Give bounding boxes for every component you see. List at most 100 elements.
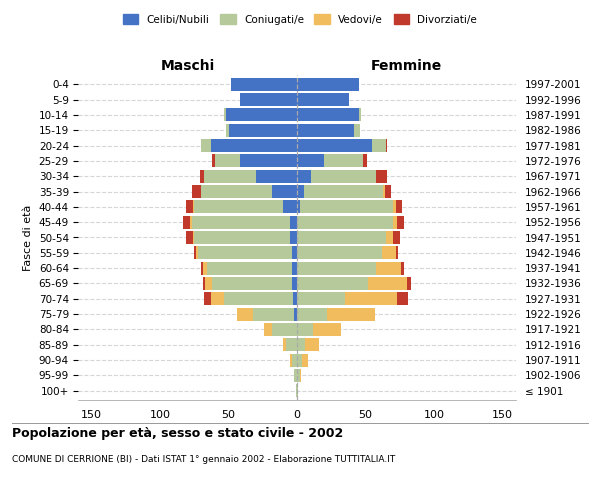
Bar — [191, 185, 201, 198]
Bar — [290, 354, 292, 366]
Bar — [290, 231, 297, 244]
Bar — [386, 139, 388, 152]
Bar — [345, 292, 397, 306]
Bar — [300, 369, 301, 382]
Bar — [294, 369, 297, 382]
Bar — [393, 200, 395, 213]
Bar — [297, 78, 359, 90]
Bar — [311, 170, 376, 182]
Bar — [297, 308, 327, 320]
Bar — [385, 185, 391, 198]
Bar — [297, 124, 355, 136]
Bar — [204, 170, 256, 182]
Bar — [199, 246, 292, 260]
Bar — [211, 292, 224, 306]
Bar — [393, 231, 400, 244]
Bar — [296, 384, 297, 398]
Bar — [304, 185, 383, 198]
Bar — [297, 262, 376, 274]
Bar — [397, 292, 408, 306]
Bar — [256, 170, 297, 182]
Bar — [407, 277, 410, 290]
Legend: Celibi/Nubili, Coniugati/e, Vedovi/e, Divorziati/e: Celibi/Nubili, Coniugati/e, Vedovi/e, Di… — [119, 10, 481, 29]
Bar — [395, 200, 403, 213]
Bar — [297, 246, 382, 260]
Bar — [297, 216, 393, 228]
Bar — [297, 108, 359, 122]
Bar — [226, 108, 297, 122]
Bar — [239, 154, 297, 168]
Bar — [191, 216, 290, 228]
Bar — [272, 185, 297, 198]
Bar — [272, 323, 297, 336]
Bar — [186, 200, 193, 213]
Bar — [253, 308, 294, 320]
Bar — [190, 216, 191, 228]
Bar — [290, 216, 297, 228]
Bar — [376, 262, 401, 274]
Bar — [325, 154, 363, 168]
Bar — [193, 200, 194, 213]
Bar — [297, 338, 305, 351]
Bar — [293, 292, 297, 306]
Bar — [283, 338, 286, 351]
Bar — [297, 200, 300, 213]
Bar — [194, 200, 283, 213]
Bar — [327, 308, 375, 320]
Bar — [359, 108, 361, 122]
Bar — [201, 185, 272, 198]
Bar — [203, 262, 206, 274]
Bar — [194, 246, 196, 260]
Bar — [292, 246, 297, 260]
Bar — [383, 185, 385, 198]
Bar — [313, 323, 341, 336]
Text: Popolazione per età, sesso e stato civile - 2002: Popolazione per età, sesso e stato civil… — [12, 428, 343, 440]
Bar — [286, 338, 297, 351]
Bar — [237, 308, 253, 320]
Bar — [212, 277, 292, 290]
Bar — [297, 170, 311, 182]
Bar — [297, 154, 325, 168]
Bar — [294, 308, 297, 320]
Bar — [305, 338, 319, 351]
Bar — [206, 262, 292, 274]
Bar — [376, 170, 388, 182]
Bar — [393, 216, 397, 228]
Bar — [193, 231, 194, 244]
Bar — [297, 93, 349, 106]
Bar — [212, 154, 215, 168]
Bar — [297, 292, 345, 306]
Bar — [297, 354, 302, 366]
Bar — [205, 277, 212, 290]
Bar — [401, 262, 404, 274]
Bar — [232, 78, 297, 90]
Bar — [292, 354, 297, 366]
Bar — [300, 200, 393, 213]
Bar — [292, 277, 297, 290]
Bar — [292, 262, 297, 274]
Bar — [297, 231, 386, 244]
Bar — [239, 93, 297, 106]
Bar — [264, 323, 272, 336]
Bar — [297, 323, 313, 336]
Text: Femmine: Femmine — [371, 60, 442, 74]
Bar — [194, 231, 290, 244]
Bar — [201, 139, 211, 152]
Bar — [297, 277, 368, 290]
Bar — [363, 154, 367, 168]
Bar — [397, 216, 404, 228]
Bar — [211, 139, 297, 152]
Bar — [203, 277, 205, 290]
Bar — [297, 384, 298, 398]
Bar — [355, 124, 360, 136]
Text: Maschi: Maschi — [160, 60, 215, 74]
Bar — [226, 124, 229, 136]
Bar — [184, 216, 190, 228]
Bar — [201, 262, 203, 274]
Bar — [297, 139, 372, 152]
Bar — [204, 292, 211, 306]
Bar — [215, 154, 239, 168]
Bar — [200, 170, 204, 182]
Bar — [386, 231, 393, 244]
Bar — [395, 246, 398, 260]
